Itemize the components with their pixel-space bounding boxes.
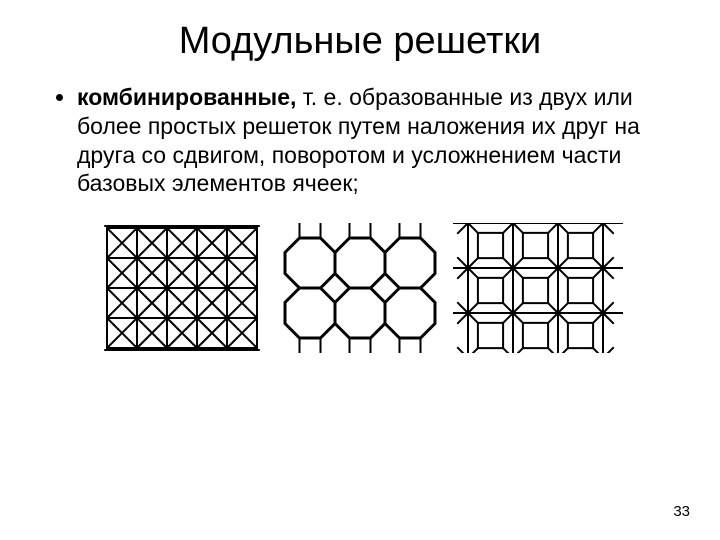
figure-grid-diagonals: [97, 223, 267, 353]
page-number: 33: [673, 503, 690, 520]
bullet-bold: комбинированные,: [77, 84, 296, 110]
page-title: Модульные решетки: [0, 0, 720, 73]
body-text: комбинированные, т. е. образованные из д…: [0, 73, 720, 198]
figure-octagon-square: [275, 223, 445, 353]
figures-row: [0, 223, 720, 353]
bullet-item: комбинированные, т. е. образованные из д…: [77, 83, 680, 198]
figure-star-overlay: [453, 223, 623, 353]
